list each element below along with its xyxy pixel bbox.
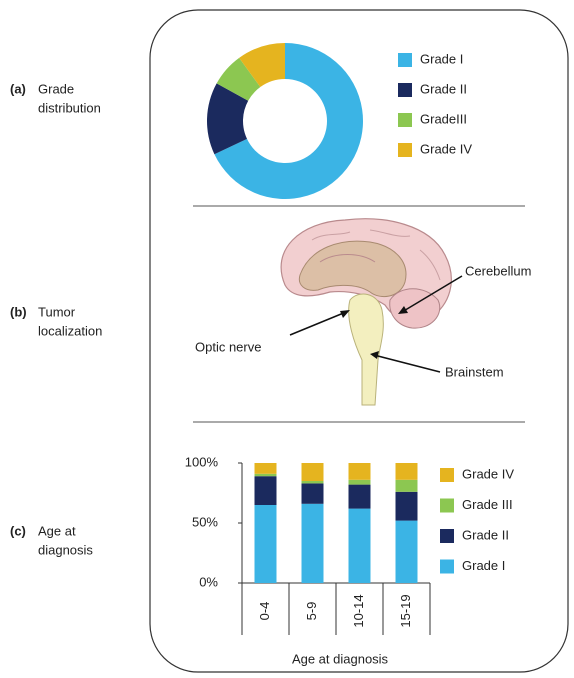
panel-letter: (b)	[10, 304, 27, 319]
legend-swatch	[398, 83, 412, 97]
panel-label: Tumor	[38, 304, 76, 319]
bar-segment	[255, 505, 277, 583]
bar-segment	[396, 480, 418, 492]
x-tick-label: 10-14	[351, 594, 366, 627]
y-tick-label: 0%	[199, 574, 218, 589]
panel-label: diagnosis	[38, 542, 93, 557]
legend-label: Grade II	[462, 527, 509, 542]
legend-label: Grade III	[462, 497, 513, 512]
diagram-label: Brainstem	[445, 364, 504, 379]
x-tick-label: 0-4	[257, 602, 272, 621]
panel-label: Age at	[38, 523, 76, 538]
legend-swatch	[398, 143, 412, 157]
panel-label: localization	[38, 323, 102, 338]
bar-segment	[255, 474, 277, 476]
bar-segment	[396, 463, 418, 480]
bar-segment	[396, 492, 418, 521]
figure: (a) Grade distribution (b) Tumor localiz…	[0, 0, 574, 678]
brain	[281, 219, 462, 405]
bar-segment	[302, 483, 324, 503]
bar-segment	[302, 504, 324, 583]
legend-swatch	[398, 53, 412, 67]
legend-label: GradeIII	[420, 111, 467, 126]
legend-label: Grade I	[420, 51, 463, 66]
bar-segment	[349, 485, 371, 509]
legend-swatch	[440, 499, 454, 513]
legend-label: Grade II	[420, 81, 467, 96]
legend-swatch	[398, 113, 412, 127]
panel-label: distribution	[38, 100, 101, 115]
bar-segment	[349, 463, 371, 480]
diagram-label: Optic nerve	[195, 339, 261, 354]
legend-label: Grade IV	[420, 141, 472, 156]
panel-label: Grade	[38, 81, 74, 96]
bar-segment	[255, 476, 277, 505]
y-tick-label: 100%	[185, 454, 219, 469]
legend-swatch	[440, 529, 454, 543]
bar-segment	[302, 481, 324, 483]
diagram-label: Cerebellum	[465, 263, 531, 278]
bar-segment	[396, 521, 418, 583]
legend-swatch	[440, 560, 454, 574]
legend-label: Grade IV	[462, 466, 514, 481]
bar-segment	[302, 463, 324, 481]
bar-segment	[349, 480, 371, 485]
legend-label: Grade I	[462, 558, 505, 573]
x-tick-label: 15-19	[398, 594, 413, 627]
y-tick-label: 50%	[192, 514, 218, 529]
panel-letter: (c)	[10, 523, 26, 538]
x-tick-label: 5-9	[304, 602, 319, 621]
x-axis-title: Age at diagnosis	[292, 651, 389, 666]
bar-segment	[255, 463, 277, 474]
bar-segment	[349, 509, 371, 583]
panel-letter: (a)	[10, 81, 26, 96]
legend-swatch	[440, 468, 454, 482]
